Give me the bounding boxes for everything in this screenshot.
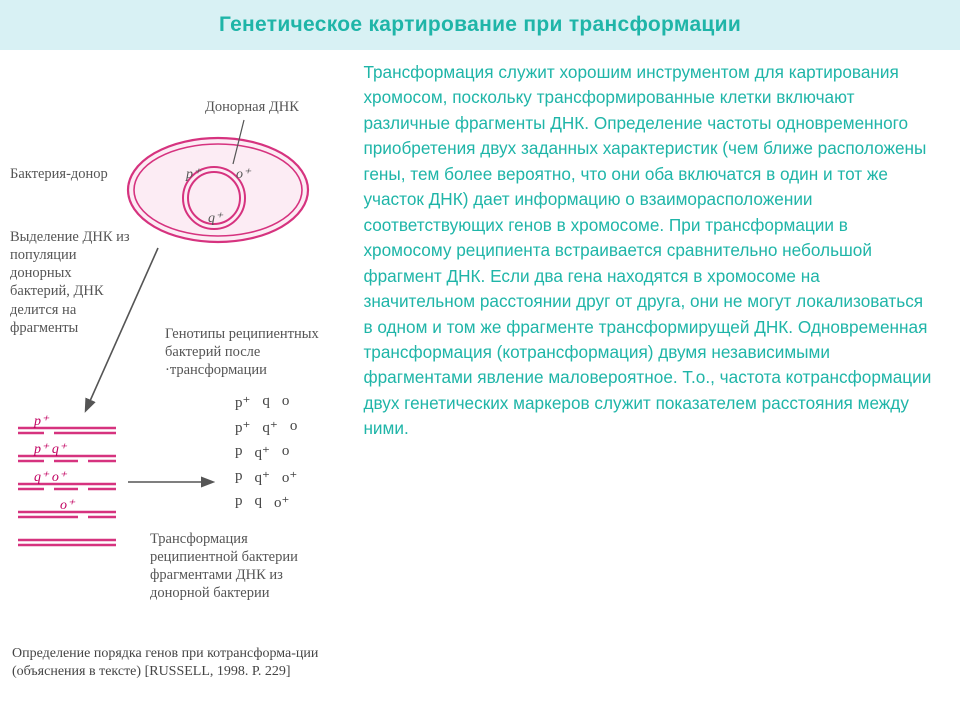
frag-label-3: q⁺ o⁺ xyxy=(34,469,66,486)
page-title: Генетическое картирование при трансформа… xyxy=(219,13,741,37)
genotype-row-3: p q⁺ o xyxy=(235,443,289,462)
label-transform-recipient: Трансформация реципиентной бактерии фраг… xyxy=(150,530,310,603)
svg-text:q⁺: q⁺ xyxy=(208,211,224,226)
body-paragraph: Трансформация служит хорошим инструменто… xyxy=(363,60,935,442)
genotype-row-4: p q⁺ o⁺ xyxy=(235,468,297,487)
diagram-panel: p⁺ o⁺ q⁺ xyxy=(0,50,358,442)
frag-label-2: p⁺ q⁺ xyxy=(34,441,66,458)
label-bacteria-donor: Бактерия-донор xyxy=(10,165,108,183)
text-panel: Трансформация служит хорошим инструменто… xyxy=(358,50,960,442)
genotype-row-1: p⁺ q o xyxy=(235,393,289,412)
label-recipient-genotypes: Генотипы реципиентных бактерий после ·тр… xyxy=(165,325,355,379)
frag-label-4: o⁺ xyxy=(60,497,74,514)
svg-text:p⁺: p⁺ xyxy=(185,167,202,182)
frag-label-1: p⁺ xyxy=(34,413,48,430)
svg-text:o⁺: o⁺ xyxy=(236,167,252,182)
label-isolation: Выделение ДНК из популяции донорных бакт… xyxy=(10,228,130,337)
genotype-row-5: p q o⁺ xyxy=(235,493,289,512)
genotype-row-2: p⁺ q⁺ o xyxy=(235,418,297,437)
diagram-caption: Определение порядка генов при котрансфор… xyxy=(12,645,352,681)
label-donor-dna: Донорная ДНК xyxy=(205,98,299,116)
title-bar: Генетическое картирование при трансформа… xyxy=(0,0,960,50)
